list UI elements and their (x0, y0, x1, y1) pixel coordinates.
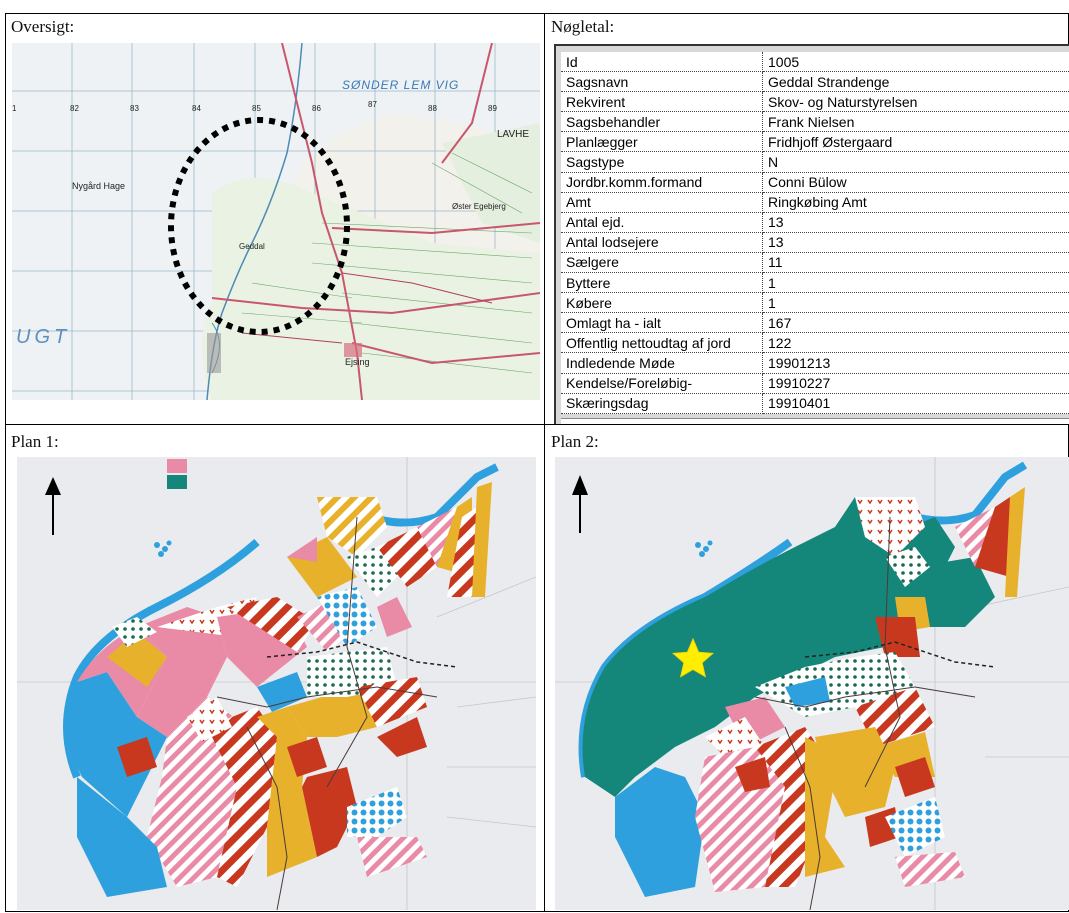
grid-number: 86 (312, 104, 321, 113)
table-scroll-edge (561, 418, 1069, 424)
key-figure-label: Id (561, 52, 763, 73)
map-label-lavhe: LAVHE (497, 129, 529, 140)
key-figure-row: Offentlig nettoudtag af jord 122 (561, 332, 1069, 354)
key-figure-value: 13 (762, 232, 1069, 253)
key-figure-label: Rekvirent (561, 91, 763, 113)
key-figure-label: Sælgere (561, 252, 763, 274)
key-figure-row: Indledende Møde 19901213 (561, 352, 1069, 374)
column-divider (544, 13, 545, 912)
key-figure-value: 19901213 (762, 352, 1069, 374)
key-figure-value: 19910401 (762, 393, 1069, 414)
plan1-title: Plan 1: (11, 432, 59, 451)
key-figure-row: Omlagt ha - ialt 167 (561, 312, 1069, 334)
key-figure-value: Skov- og Naturstyrelsen (762, 91, 1069, 113)
key-figure-row: Kendelse/Foreløbig- 19910227 (561, 373, 1069, 394)
key-figure-row: Købere 1 (561, 292, 1069, 314)
project-area-circle (168, 117, 350, 335)
key-figure-label: Kendelse/Foreløbig- (561, 373, 763, 394)
star-icon (671, 637, 715, 678)
grid-number: 88 (428, 104, 437, 113)
map-label-ugt: UGT (16, 326, 70, 348)
map-label-oster-egebjerg: Øster Egebjerg (452, 202, 506, 211)
plan2-map (555, 457, 1069, 910)
key-figure-value: Ringkøbing Amt (762, 192, 1069, 213)
grid-number: 85 (252, 104, 261, 113)
map-label-nygaard-hage: Nygård Hage (72, 181, 125, 191)
key-figure-value: 11 (762, 252, 1069, 274)
key-figure-row: Antal ejd. 13 (561, 212, 1069, 233)
key-figure-label: Planlægger (561, 131, 763, 153)
map-label-geddal: Geddal (239, 242, 265, 251)
key-figure-label: Offentlig nettoudtag af jord (561, 332, 763, 354)
key-figure-value: N (762, 151, 1069, 173)
key-figure-value: 167 (762, 312, 1069, 334)
key-figure-label: Sagsbehandler (561, 111, 763, 133)
key-figure-row: Antal lodsejere 13 (561, 232, 1069, 253)
grid-number: 1 (12, 104, 17, 113)
key-figure-label: Byttere (561, 272, 763, 294)
key-figure-row: Sagstype N (561, 151, 1069, 173)
plan2-title: Plan 2: (551, 432, 599, 451)
key-figure-label: Antal ejd. (561, 212, 763, 233)
key-figure-label: Sagsnavn (561, 71, 763, 93)
key-figure-value: Fridhjoff Østergaard (762, 131, 1069, 153)
key-figure-row: Id 1005 (561, 52, 1069, 73)
overview-title: Oversigt: (11, 17, 75, 36)
grid-number: 83 (130, 104, 139, 113)
key-figure-label: Omlagt ha - ialt (561, 312, 763, 334)
key-figure-row: Jordbr.komm.formand Conni Bülow (561, 172, 1069, 193)
key-figure-value: 13 (762, 212, 1069, 233)
key-figure-value: Conni Bülow (762, 172, 1069, 193)
grid-number: 89 (488, 104, 497, 113)
key-figure-row: Sagsbehandler Frank Nielsen (561, 111, 1069, 133)
key-figure-row: Sagsnavn Geddal Strandenge (561, 71, 1069, 93)
key-figure-value: 1 (762, 292, 1069, 314)
key-figures-panel: Id 1005 Sagsnavn Geddal Strandenge Rekvirent… (554, 44, 1069, 424)
key-figure-row: Byttere 1 (561, 272, 1069, 294)
key-figure-value: 1 (762, 272, 1069, 294)
map-label-ejsing: Ejsing (345, 357, 370, 367)
key-figure-value: 19910227 (762, 373, 1069, 394)
key-figure-row: Amt Ringkøbing Amt (561, 192, 1069, 213)
plan1-map (17, 457, 536, 910)
grid-number: 87 (368, 100, 377, 109)
key-figure-label: Sagstype (561, 151, 763, 173)
row-divider (5, 424, 1069, 425)
key-figure-value: Geddal Strandenge (762, 71, 1069, 93)
map-label-sonder-lem-vig: SØNDER LEM VIG (342, 78, 459, 92)
key-figure-row: Rekvirent Skov- og Naturstyrelsen (561, 91, 1069, 113)
grid-number: 84 (192, 104, 201, 113)
key-figure-label: Amt (561, 192, 763, 213)
overview-map: SØNDER LEM VIG Nygård Hage Geddal Øster … (12, 43, 540, 400)
key-figure-label: Antal lodsejere (561, 232, 763, 253)
key-figures-table: Id 1005 Sagsnavn Geddal Strandenge Rekvirent… (561, 52, 1069, 414)
key-figure-value: 122 (762, 332, 1069, 354)
key-figure-label: Skæringsdag (561, 393, 763, 414)
key-figure-label: Indledende Møde (561, 352, 763, 374)
key-figure-row: Skæringsdag 19910401 (561, 393, 1069, 414)
key-figure-value: Frank Nielsen (762, 111, 1069, 133)
key-figure-row: Sælgere 11 (561, 252, 1069, 274)
key-figure-label: Jordbr.komm.formand (561, 172, 763, 193)
key-figure-label: Købere (561, 292, 763, 314)
grid-number: 82 (70, 104, 79, 113)
key-figures-title: Nøgletal: (551, 17, 615, 36)
key-figure-value: 1005 (762, 52, 1069, 73)
key-figure-row: Planlægger Fridhjoff Østergaard (561, 131, 1069, 153)
